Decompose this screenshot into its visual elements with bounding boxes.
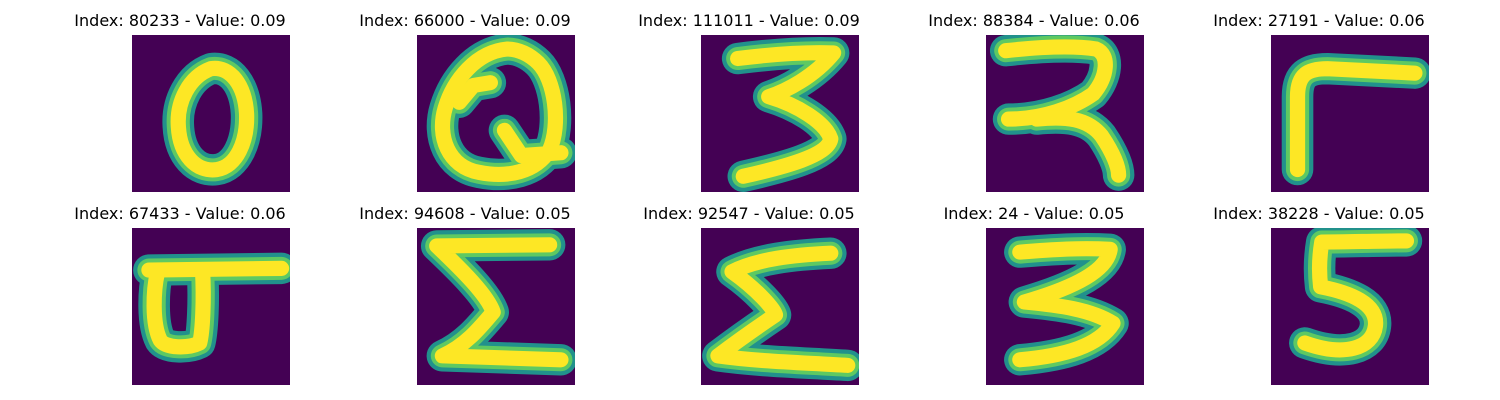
glyph-stroke	[1012, 241, 1121, 368]
character-image	[132, 35, 290, 192]
character-image	[132, 228, 290, 385]
panel-title: Index: 80233 - Value: 0.09	[74, 11, 286, 30]
panel-title: Index: 66000 - Value: 0.09	[359, 11, 571, 30]
image-panel: Index: 24 - Value: 0.05	[884, 193, 1184, 388]
image-panel: Index: 27191 - Value: 0.06	[1169, 0, 1469, 195]
character-image	[701, 35, 859, 192]
image-panel: Index: 92547 - Value: 0.05	[599, 193, 899, 388]
character-image	[986, 35, 1144, 192]
character-image	[417, 35, 575, 192]
image-panel: Index: 88384 - Value: 0.06	[884, 0, 1184, 195]
character-image	[986, 228, 1144, 385]
image-panel: Index: 94608 - Value: 0.05	[315, 193, 615, 388]
glyph-stroke	[730, 45, 842, 184]
glyph-stroke	[451, 75, 498, 110]
glyph-stroke	[141, 260, 290, 278]
panel-title: Index: 67433 - Value: 0.06	[74, 204, 286, 223]
glyph-stroke	[1289, 61, 1423, 178]
glyph-stroke	[710, 245, 856, 373]
panel-title: Index: 27191 - Value: 0.06	[1213, 11, 1425, 30]
glyph-stroke	[434, 41, 564, 182]
panel-title: Index: 24 - Value: 0.05	[943, 204, 1125, 223]
character-image	[1271, 228, 1429, 385]
image-panel: Index: 38228 - Value: 0.05	[1169, 193, 1469, 388]
panel-title: Index: 92547 - Value: 0.05	[643, 204, 855, 223]
glyph-stroke	[429, 237, 569, 368]
panel-title: Index: 88384 - Value: 0.06	[928, 11, 1140, 30]
image-panel: Index: 111011 - Value: 0.09	[599, 0, 899, 195]
panel-title: Index: 38228 - Value: 0.05	[1213, 204, 1425, 223]
glyph-stroke	[1029, 110, 1127, 183]
image-panel: Index: 66000 - Value: 0.09	[315, 0, 615, 195]
glyph-stroke	[496, 122, 569, 164]
glyph-stroke	[1297, 233, 1415, 358]
character-image	[417, 228, 575, 385]
panel-title: Index: 111011 - Value: 0.09	[638, 11, 860, 30]
panel-title: Index: 94608 - Value: 0.05	[359, 204, 571, 223]
image-panel: Index: 80233 - Value: 0.09	[30, 0, 330, 195]
glyph-stroke	[170, 60, 255, 178]
character-image	[1271, 35, 1429, 192]
character-image	[701, 228, 859, 385]
glyph-stroke	[146, 262, 211, 355]
image-panel: Index: 67433 - Value: 0.06	[30, 193, 330, 388]
